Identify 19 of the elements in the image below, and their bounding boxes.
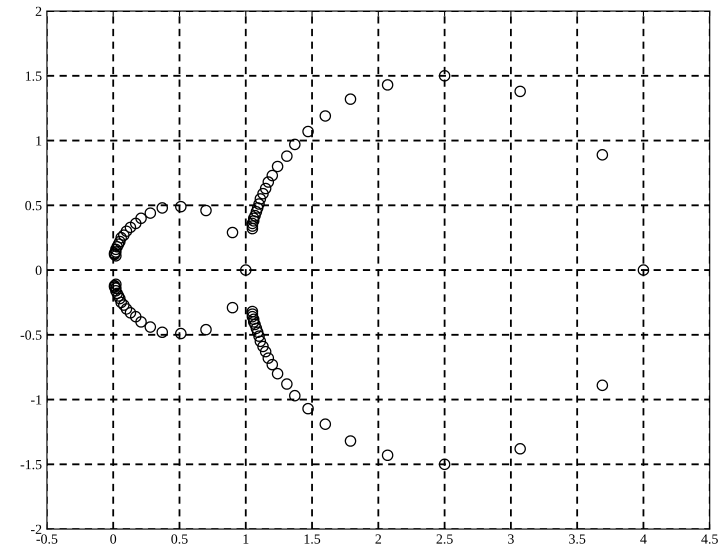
y-tick-label: -0.5 (20, 330, 42, 340)
y-tick-label: -1 (31, 395, 42, 404)
y-tick-label: -2 (31, 524, 42, 534)
x-tick-label: 1.5 (304, 534, 320, 544)
y-tick-label: 2 (36, 6, 42, 16)
y-tick-label: 1 (36, 136, 42, 146)
x-tick-label: 0.5 (171, 534, 188, 544)
x-tick-label: 4 (640, 534, 647, 544)
y-tick-label: 0 (36, 266, 42, 276)
x-tick-label: 4.5 (701, 534, 718, 544)
x-tick-label: 0 (110, 534, 116, 544)
x-tick-label: 3.5 (569, 534, 586, 544)
y-tick-label: 0.5 (25, 200, 42, 210)
y-tick-label: -1.5 (20, 460, 42, 470)
x-tick-label: 2 (375, 534, 382, 544)
x-tick-label: 1 (244, 534, 248, 544)
x-tick-label: 3 (508, 534, 514, 544)
x-tick-label: 2.5 (436, 534, 453, 544)
y-tick-label: 1.5 (26, 71, 42, 81)
